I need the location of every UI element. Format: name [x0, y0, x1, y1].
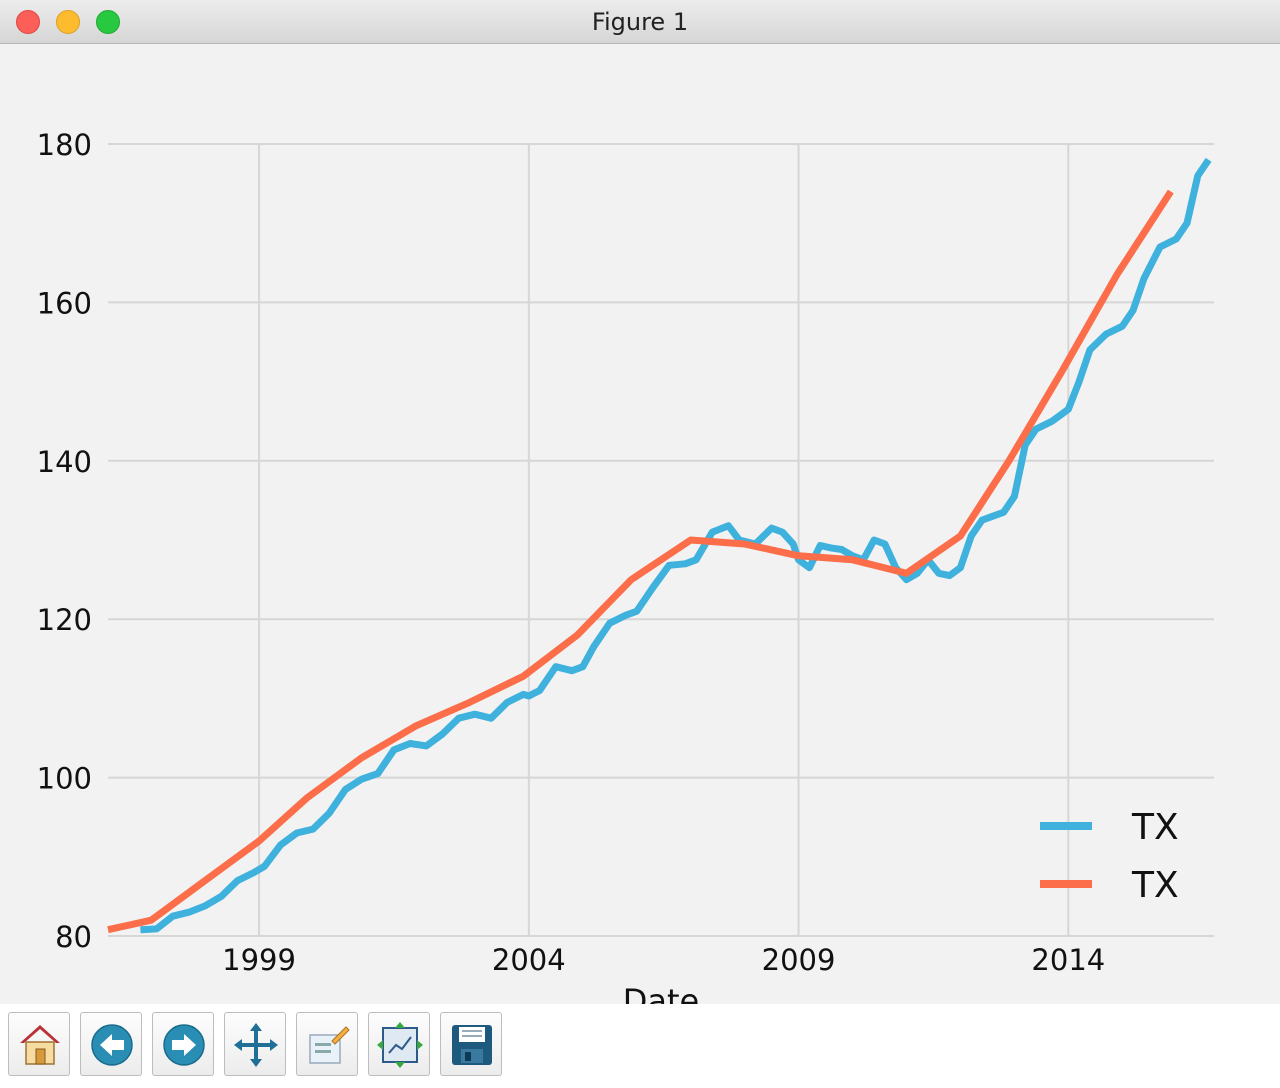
y-tick-label: 180: [37, 128, 92, 162]
x-tick-label: 2014: [1031, 943, 1105, 977]
line-chart: 80 100 120 140 160 180 1999 2004 2009 2014 Date TX T…: [37, 128, 1214, 1004]
x-tick-label: 2004: [492, 943, 566, 977]
y-tick-label: 140: [37, 445, 92, 479]
subplots-config-icon: [377, 1022, 423, 1068]
home-icon: [20, 1025, 60, 1065]
maximize-button[interactable]: [96, 10, 120, 34]
legend-label-1: TX: [1131, 807, 1179, 848]
figure-canvas[interactable]: 80 100 120 140 160 180 1999 2004 2009 2014 Date TX T…: [0, 44, 1280, 1004]
zoom-rect-icon: [309, 1026, 350, 1064]
x-tick-label: 2009: [762, 943, 836, 977]
subplots-button[interactable]: [368, 1012, 430, 1076]
pan-button[interactable]: [224, 1012, 286, 1076]
save-button[interactable]: [440, 1012, 502, 1076]
y-tick-label: 160: [37, 286, 92, 320]
back-button[interactable]: [80, 1012, 142, 1076]
x-tick-label: 1999: [222, 943, 296, 977]
series-line-2: [107, 189, 1174, 934]
legend-label-2: TX: [1131, 865, 1179, 906]
floppy-disk-icon: [452, 1025, 492, 1065]
forward-arrow-icon: [163, 1024, 205, 1066]
window-titlebar: Figure 1: [0, 0, 1280, 44]
close-button[interactable]: [16, 10, 40, 34]
y-tick-label: 120: [37, 603, 92, 637]
x-axis-label: Date: [623, 982, 699, 1004]
forward-button[interactable]: [152, 1012, 214, 1076]
zoom-button[interactable]: [296, 1012, 358, 1076]
minimize-button[interactable]: [56, 10, 80, 34]
y-tick-label: 100: [37, 762, 92, 796]
y-tick-label: 80: [55, 920, 92, 954]
home-button[interactable]: [8, 1012, 70, 1076]
navigation-toolbar: [0, 1004, 1280, 1088]
window-title: Figure 1: [591, 8, 689, 36]
back-arrow-icon: [91, 1024, 133, 1066]
series-line-1: [140, 157, 1212, 934]
move-arrows-icon: [234, 1023, 278, 1067]
